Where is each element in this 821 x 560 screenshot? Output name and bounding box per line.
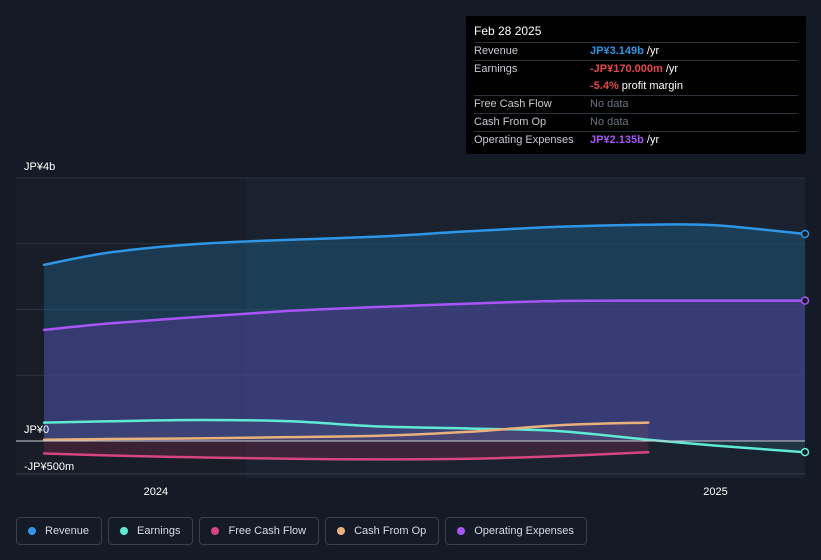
legend-dot	[337, 527, 346, 535]
chart-area: JP¥4b JP¥0 -JP¥500m 2024 2025	[16, 161, 810, 498]
tooltip-suffix: /yr	[643, 134, 660, 146]
tooltip-key: Earnings	[474, 63, 518, 75]
legend-label: Earnings	[137, 525, 181, 537]
legend-dot	[457, 527, 466, 535]
tooltip-value: -JP¥170.000m	[590, 63, 663, 75]
tooltip-row-revenue: Revenue JP¥3.149b /yr	[474, 42, 798, 60]
legend-item-free-cash-flow[interactable]: Free Cash Flow	[199, 517, 320, 545]
legend-label: Cash From Op	[354, 525, 427, 537]
area-operating-expenses	[44, 300, 805, 441]
tooltip-key: Revenue	[474, 45, 519, 57]
line-free-cash-flow	[42, 450, 650, 461]
legend: Revenue Earnings Free Cash Flow Cash Fro…	[16, 517, 587, 545]
line-operating-expenses	[42, 299, 807, 332]
tooltip-key	[474, 78, 590, 95]
tooltip-value: No data	[590, 116, 629, 128]
tooltip-suffix: /yr	[643, 45, 660, 57]
x-tick-label-2024: 2024	[144, 486, 168, 498]
tooltip-date: Feb 28 2025	[474, 24, 542, 38]
tooltip-value: JP¥3.149b	[590, 45, 644, 57]
tooltip-row-fcf: Free Cash Flow No data	[474, 95, 798, 113]
legend-dot	[120, 527, 129, 535]
tooltip-key: Cash From Op	[474, 116, 547, 128]
tooltip-value: -5.4%	[590, 80, 619, 92]
tooltip-row-opex: Operating Expenses JP¥2.135b /yr	[474, 131, 798, 149]
tooltip-row-margin: -5.4% profit margin	[474, 78, 798, 95]
tooltip-key: Free Cash Flow	[474, 98, 552, 110]
legend-dot	[28, 527, 36, 535]
legend-item-revenue[interactable]: Revenue	[16, 517, 103, 545]
legend-item-earnings[interactable]: Earnings	[108, 517, 194, 545]
line-earnings	[42, 418, 807, 454]
legend-label: Revenue	[45, 525, 90, 537]
tooltip: Feb 28 2025 Revenue JP¥3.149b /yr Earnin…	[466, 16, 806, 154]
line-cash-from-op	[42, 421, 650, 441]
y-axis-zero-label: JP¥0	[24, 424, 49, 436]
area-earnings	[44, 420, 805, 453]
endpoint-revenue	[800, 229, 810, 239]
tooltip-value: No data	[590, 98, 629, 110]
legend-label: Free Cash Flow	[228, 525, 307, 537]
area-revenue	[44, 224, 805, 441]
endpoint-operating-expenses	[800, 296, 810, 305]
tooltip-row-cfo: Cash From Op No data	[474, 113, 798, 131]
tooltip-key: Operating Expenses	[474, 134, 574, 146]
endpoint-earnings	[800, 447, 810, 457]
tooltip-row-earnings: Earnings -JP¥170.000m /yr	[474, 60, 798, 78]
area-free-cash-flow	[44, 441, 649, 460]
line-revenue	[42, 223, 807, 267]
legend-item-operating-expenses[interactable]: Operating Expenses	[445, 517, 587, 545]
x-tick-label-2025: 2025	[703, 486, 727, 498]
area-cash-from-op	[44, 422, 649, 441]
y-axis-bottom-label: -JP¥500m	[24, 461, 74, 473]
tooltip-suffix: /yr	[662, 63, 679, 75]
y-axis-top-label: JP¥4b	[24, 161, 55, 173]
legend-dot	[211, 527, 220, 535]
tooltip-suffix: profit margin	[618, 80, 683, 92]
legend-item-cash-from-op[interactable]: Cash From Op	[325, 517, 440, 545]
legend-label: Operating Expenses	[474, 525, 574, 537]
tooltip-value: JP¥2.135b	[590, 134, 644, 146]
